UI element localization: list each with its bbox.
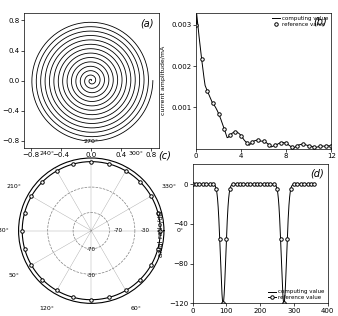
reference value	[285, 237, 289, 241]
reference value	[262, 140, 266, 143]
Legend: computing value, reference value: computing value, reference value	[268, 289, 325, 301]
reference value	[194, 23, 198, 27]
computing value	[302, 143, 306, 146]
reference value	[256, 138, 260, 142]
Text: (b): (b)	[313, 17, 327, 27]
reference value	[265, 182, 269, 186]
reference value	[245, 182, 249, 186]
reference value	[224, 237, 228, 241]
reference value	[201, 182, 205, 186]
reference value	[273, 143, 277, 147]
reference value	[234, 130, 238, 134]
computing value	[195, 12, 199, 16]
reference value	[197, 182, 201, 186]
reference value	[250, 140, 255, 144]
reference value	[235, 182, 239, 186]
Text: -70: -70	[114, 228, 123, 233]
reference value	[295, 182, 299, 186]
Line: computing value: computing value	[193, 184, 314, 303]
reference value	[245, 141, 249, 144]
reference value	[272, 182, 276, 186]
reference value	[323, 144, 328, 148]
reference value	[228, 134, 232, 137]
reference value	[211, 101, 215, 105]
reference value	[267, 143, 271, 147]
reference value	[211, 182, 215, 186]
reference value	[312, 182, 316, 186]
computing value	[250, 182, 254, 186]
reference value	[290, 145, 294, 149]
computing value	[309, 182, 313, 186]
computing value	[312, 182, 316, 186]
reference value	[295, 144, 299, 148]
Text: -30: -30	[87, 273, 96, 278]
reference value	[282, 301, 286, 305]
reference value	[312, 145, 316, 149]
reference value	[309, 182, 313, 186]
reference value	[231, 182, 235, 186]
computing value	[249, 142, 253, 145]
Text: (d): (d)	[310, 168, 324, 179]
Y-axis label: current amplitude/mA: current amplitude/mA	[161, 46, 166, 115]
reference value	[307, 144, 311, 148]
reference value	[329, 144, 333, 148]
reference value	[292, 182, 296, 186]
computing value	[291, 146, 295, 150]
computing value	[247, 182, 251, 186]
computing value	[194, 23, 198, 27]
reference value	[302, 182, 306, 186]
reference value	[194, 182, 198, 186]
reference value	[251, 182, 256, 186]
Line: reference value: reference value	[191, 182, 316, 305]
Y-axis label: axial ratio/dB: axial ratio/dB	[158, 210, 164, 257]
Line: reference value: reference value	[194, 23, 333, 149]
reference value	[241, 182, 245, 186]
reference value	[208, 182, 212, 186]
reference value	[191, 182, 195, 186]
computing value	[329, 144, 333, 148]
reference value	[228, 187, 232, 191]
computing value	[300, 143, 304, 146]
computing value	[221, 301, 225, 305]
reference value	[299, 182, 303, 186]
Text: -30: -30	[141, 228, 150, 233]
reference value	[204, 182, 208, 186]
reference value	[284, 142, 288, 145]
reference value	[239, 134, 243, 137]
computing value	[287, 143, 291, 147]
reference value	[214, 187, 218, 191]
reference value	[306, 182, 310, 186]
reference value	[217, 112, 221, 115]
Text: -70: -70	[87, 247, 96, 252]
reference value	[248, 182, 252, 186]
reference value	[262, 182, 266, 186]
reference value	[200, 58, 204, 61]
reference value	[221, 301, 225, 305]
computing value	[254, 138, 258, 142]
reference value	[279, 141, 283, 145]
reference value	[268, 182, 272, 186]
reference value	[255, 182, 259, 186]
reference value	[258, 182, 262, 186]
reference value	[318, 144, 322, 148]
computing value	[208, 95, 212, 99]
computing value	[191, 182, 195, 186]
reference value	[205, 89, 209, 93]
reference value	[275, 187, 279, 191]
computing value	[309, 182, 313, 186]
X-axis label: lamia: lamia	[253, 164, 274, 173]
Legend: computing value, reference value: computing value, reference value	[271, 15, 329, 27]
reference value	[279, 237, 283, 241]
reference value	[301, 143, 305, 146]
Line: computing value: computing value	[196, 14, 331, 148]
reference value	[218, 237, 222, 241]
computing value	[287, 210, 291, 214]
computing value	[197, 182, 201, 186]
reference value	[289, 187, 293, 191]
Text: (c): (c)	[158, 151, 171, 161]
reference value	[238, 182, 242, 186]
reference value	[222, 127, 226, 131]
Text: (a): (a)	[140, 18, 153, 28]
